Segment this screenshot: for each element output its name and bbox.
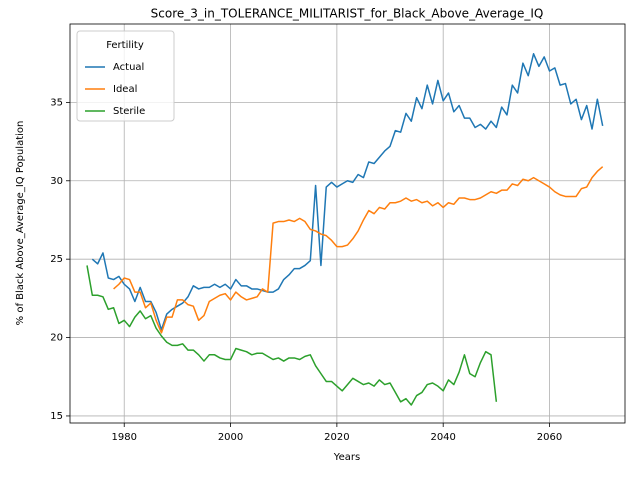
y-tick-label: 30 — [50, 176, 63, 187]
x-tick-label: 2020 — [324, 432, 349, 443]
x-tick-label: 2040 — [430, 432, 455, 443]
line-series — [86, 265, 498, 406]
line-series — [91, 53, 604, 331]
y-tick-label: 25 — [50, 254, 63, 265]
x-tick-label: 1980 — [111, 432, 136, 443]
legend-label: Sterile — [113, 106, 145, 117]
line-series — [113, 166, 604, 334]
legend-label: Ideal — [113, 84, 137, 95]
y-axis-label: % of Black Above_Average_IQ Population — [15, 121, 26, 326]
legend-title: Fertility — [106, 40, 144, 51]
chart-title: Score_3_in_TOLERANCE_MILITARIST_for_Blac… — [151, 7, 544, 21]
legend-label: Actual — [113, 62, 144, 73]
y-tick-label: 15 — [50, 411, 63, 422]
y-tick-label: 35 — [50, 97, 63, 108]
x-tick-label: 2060 — [537, 432, 562, 443]
plot-frame — [69, 23, 626, 424]
legend-box — [76, 30, 175, 122]
y-tick-label: 20 — [50, 333, 63, 344]
x-tick-label: 2000 — [218, 432, 243, 443]
x-axis-label: Years — [333, 452, 360, 463]
